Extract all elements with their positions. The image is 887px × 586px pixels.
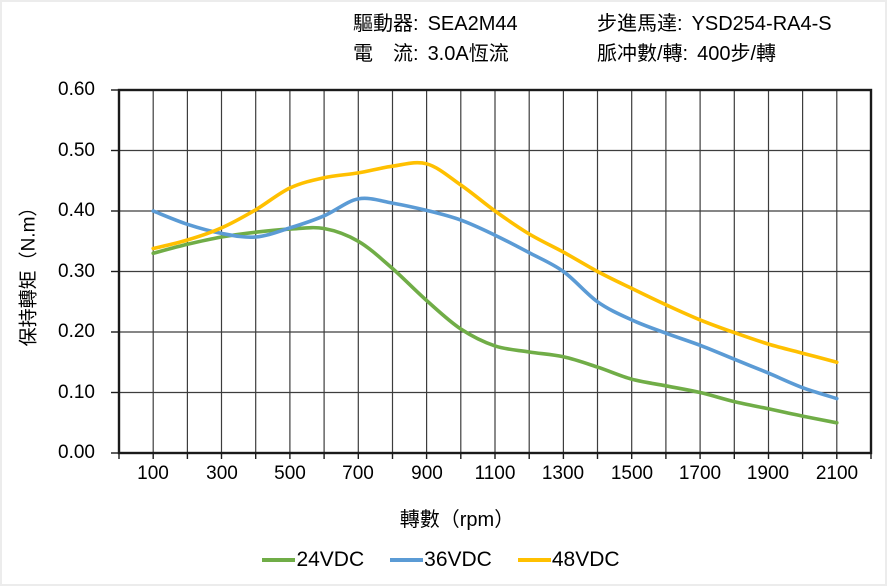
motor-value: YSD254-RA4-S xyxy=(691,13,832,35)
series-line-48vdc xyxy=(151,160,839,365)
y-tick-label: 0.30 xyxy=(58,261,95,282)
legend-item-24vdc: 24VDC xyxy=(262,548,364,572)
y-tick-label: 0.10 xyxy=(58,382,95,403)
legend-item-48vdc: 48VDC xyxy=(517,548,620,572)
x-tick-label: 900 xyxy=(411,463,443,484)
motor-label: 步進馬達: xyxy=(597,13,683,35)
y-tick-label: 0.60 xyxy=(58,79,95,100)
header-driver-row: 驅動器: SEA2M44 xyxy=(353,11,518,37)
x-tick-label: 1900 xyxy=(746,463,790,484)
driver-label: 驅動器: xyxy=(353,13,419,35)
x-tick-label: 1700 xyxy=(678,463,722,484)
legend-label: 24VDC xyxy=(296,548,365,571)
x-tick-label: 2100 xyxy=(815,463,859,484)
legend-label: 48VDC xyxy=(551,548,620,571)
x-tick-label: 1100 xyxy=(474,463,516,484)
driver-value: SEA2M44 xyxy=(427,13,518,35)
y-tick-label: 0.50 xyxy=(58,140,95,161)
header-current-row: 電 流: 3.0A恆流 xyxy=(353,41,509,67)
y-tick-label: 0.20 xyxy=(58,321,95,342)
x-tick-label: 300 xyxy=(206,463,238,484)
legend: 24VDC 36VDC 48VDC xyxy=(0,545,882,575)
header-motor-row: 步進馬達: YSD254-RA4-S xyxy=(597,11,832,37)
legend-line-icon xyxy=(517,558,551,562)
legend-line-icon xyxy=(390,558,424,562)
y-tick-label: 0.40 xyxy=(58,200,95,221)
current-value: 3.0A恆流 xyxy=(427,43,509,65)
legend-line-icon xyxy=(262,558,296,562)
x-tick-label: 1500 xyxy=(610,463,654,484)
x-tick-label: 700 xyxy=(342,463,374,484)
pulses-value: 400步/轉 xyxy=(697,43,777,65)
legend-item-36vdc: 36VDC xyxy=(390,548,492,572)
header-pulses-row: 脈冲數/轉: 400步/轉 xyxy=(597,41,776,67)
series-line-24vdc xyxy=(151,225,839,425)
y-tick-label: 0.00 xyxy=(58,442,95,463)
series-line-36vdc xyxy=(151,196,839,401)
x-tick-label: 100 xyxy=(137,463,169,484)
x-tick-label: 500 xyxy=(274,463,306,484)
legend-label: 36VDC xyxy=(424,548,492,571)
current-label: 電 流: xyxy=(353,43,419,65)
x-axis-title: 轉數（rpm） xyxy=(399,509,515,531)
x-tick-label: 1300 xyxy=(541,463,585,484)
pulses-label: 脈冲數/轉: xyxy=(597,43,689,65)
